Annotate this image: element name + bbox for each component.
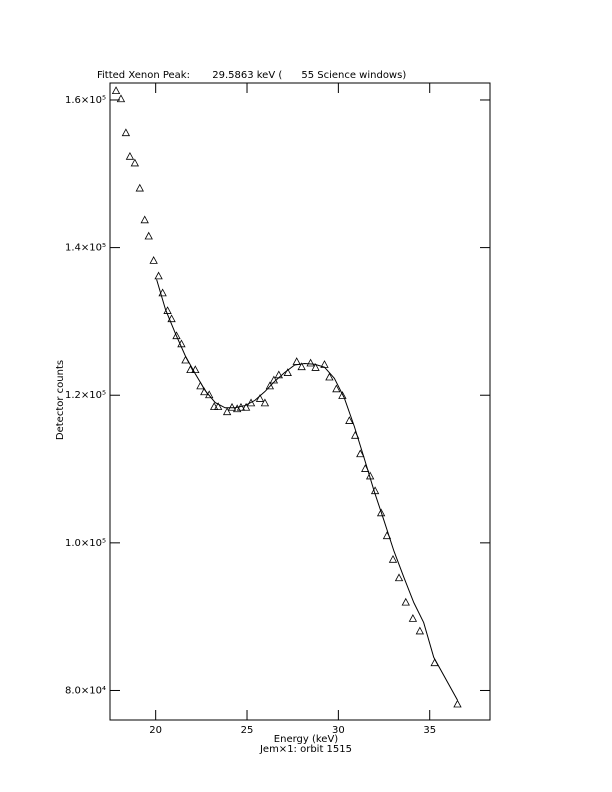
data-point: [213, 402, 223, 410]
data-point: [111, 86, 121, 95]
data-point: [144, 231, 153, 240]
x-tick-label: 25: [241, 725, 254, 736]
fit-line: [156, 279, 458, 701]
data-point: [135, 183, 144, 192]
data-point: [388, 554, 398, 563]
x-tick-label: 30: [332, 725, 345, 736]
data-point: [125, 151, 135, 160]
data-point: [274, 370, 283, 379]
data-point: [265, 381, 275, 390]
data-point: [116, 94, 126, 103]
chart-title: Fitted Xenon Peak: 29.5863 keV ( 55 Scie…: [97, 70, 406, 81]
data-point: [408, 614, 418, 622]
data-point: [260, 398, 270, 407]
x-tick-label: 20: [149, 725, 162, 736]
data-point: [232, 404, 242, 413]
y-tick-label: 1.2×10⁵: [65, 390, 106, 401]
data-point: [227, 402, 237, 411]
data-point: [121, 128, 131, 137]
data-point: [209, 402, 219, 410]
data-point: [186, 365, 195, 374]
data-point: [154, 271, 163, 280]
data-point: [394, 573, 404, 582]
data-point: [292, 357, 301, 365]
data-point: [297, 362, 306, 371]
data-point: [167, 314, 176, 323]
data-point: [191, 365, 200, 374]
y-axis-label: Detector counts: [55, 360, 66, 440]
data-point: [325, 372, 334, 381]
data-point: [415, 626, 425, 635]
data-point: [205, 390, 214, 399]
data-point: [338, 391, 347, 399]
x-tick-label: 35: [423, 725, 436, 736]
data-point: [140, 215, 149, 224]
data-point: [356, 449, 365, 458]
y-tick-label: 8.0×10⁴: [65, 685, 106, 696]
data-point: [306, 358, 315, 367]
y-tick-label: 1.6×10⁵: [65, 95, 106, 106]
data-point: [401, 597, 410, 606]
data-point: [246, 398, 256, 407]
data-point: [311, 363, 320, 371]
data-point: [149, 256, 158, 264]
data-point: [376, 508, 386, 517]
data-point: [345, 416, 354, 424]
data-point: [283, 368, 292, 376]
subtitle: Jem×1: orbit 1515: [259, 744, 352, 755]
data-point: [172, 331, 181, 340]
y-tick-label: 1.4×10⁵: [65, 243, 106, 254]
data-point: [255, 394, 265, 402]
data-point: [130, 158, 140, 167]
x-axis-label: Energy (keV): [274, 734, 339, 745]
data-point: [453, 699, 462, 708]
y-tick-label: 1.0×10⁵: [65, 538, 106, 549]
plot-frame: [109, 82, 491, 721]
data-point: [222, 407, 232, 416]
data-point: [269, 375, 279, 384]
data-point: [241, 402, 251, 411]
data-point: [332, 384, 341, 393]
